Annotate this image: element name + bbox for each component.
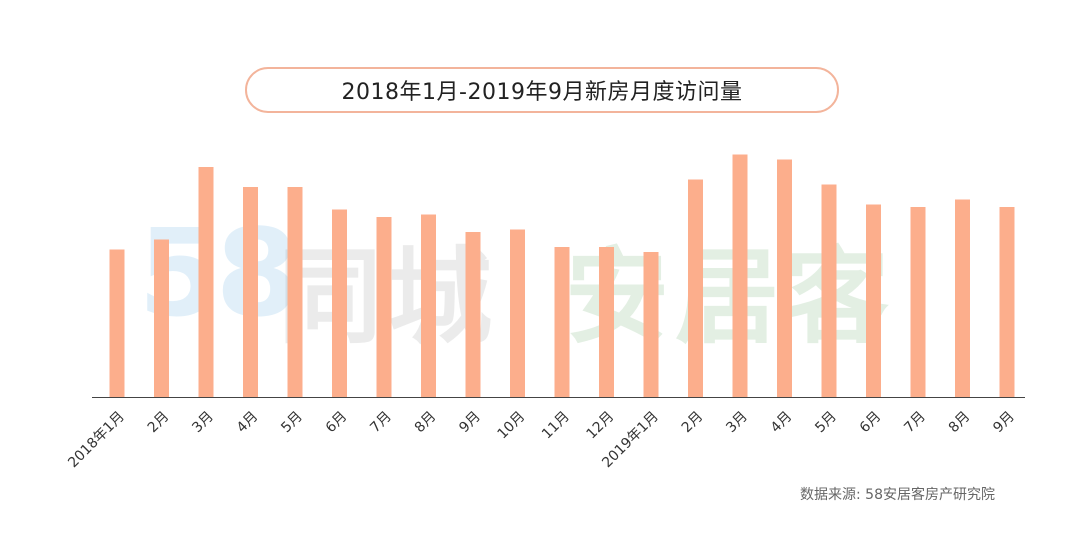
x-tick-label-3: 4月 [234, 409, 262, 437]
bar-2 [198, 167, 214, 397]
x-tick-label-4: 5月 [278, 409, 306, 437]
x-tick-label-1: 2月 [145, 409, 173, 437]
bar-10 [554, 247, 570, 397]
x-tick-label-16: 5月 [812, 409, 840, 437]
x-tick-label-7: 8月 [412, 409, 440, 437]
x-tick-label-13: 2月 [679, 409, 707, 437]
x-tick-label-2: 3月 [189, 409, 217, 437]
x-tick-label-19: 8月 [946, 409, 974, 437]
bar-6 [376, 217, 392, 397]
x-tick-label-18: 7月 [901, 409, 929, 437]
x-tick-label-6: 7月 [367, 409, 395, 437]
bar-5 [332, 209, 347, 397]
bar-13 [688, 179, 703, 397]
x-tick-label-17: 6月 [857, 409, 885, 437]
bar-20 [999, 207, 1015, 397]
bar-3 [243, 187, 258, 397]
x-tick-label-10: 11月 [539, 409, 573, 443]
x-tick-label-11: 12月 [584, 409, 618, 443]
x-tick-label-14: 3月 [723, 409, 751, 437]
x-tick-label-0: 2018年1月 [65, 409, 128, 472]
bar-15 [777, 159, 792, 397]
bar-4 [287, 187, 303, 397]
bar-18 [910, 207, 926, 397]
bar-17 [866, 204, 881, 397]
bar-7 [421, 214, 436, 397]
bar-14 [732, 154, 748, 397]
bar-19 [955, 199, 970, 397]
bar-1 [154, 239, 169, 397]
bar-16 [821, 184, 837, 397]
data-source: 数据来源: 58安居客房产研究院 [800, 487, 995, 503]
x-tick-label-8: 9月 [456, 409, 484, 437]
x-tick-label-20: 9月 [990, 409, 1018, 437]
chart-title: 2018年1月-2019年9月新房月度访问量 [245, 67, 839, 113]
bar-12 [643, 252, 659, 397]
x-tick-label-15: 4月 [768, 409, 796, 437]
bar-0 [109, 249, 125, 397]
bar-9 [510, 229, 525, 397]
x-tick-label-5: 6月 [323, 409, 351, 437]
bar-8 [465, 232, 481, 397]
bar-11 [599, 247, 614, 397]
x-tick-label-9: 10月 [495, 409, 529, 443]
